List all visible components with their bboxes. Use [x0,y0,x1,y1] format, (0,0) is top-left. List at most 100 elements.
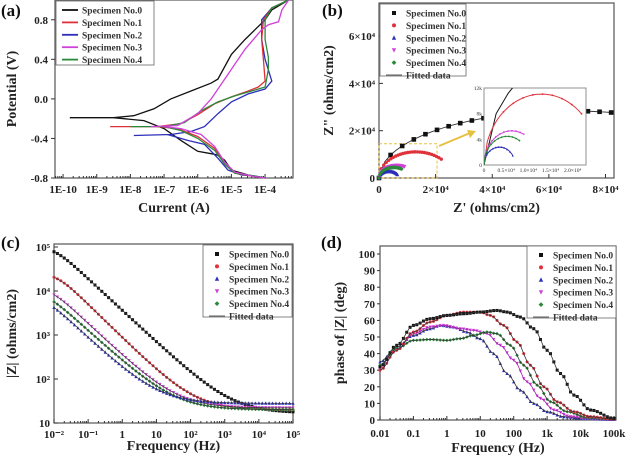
inset-point [510,130,513,132]
panel-label: (b) [322,1,343,20]
x-tick-label: 10⁵ [286,429,301,441]
zoom-arrow [438,132,471,147]
legend-marker [539,265,543,270]
inset-point [506,148,509,151]
x-tick-label: 1E-9 [86,184,109,196]
legend-label: Specimen No.3 [406,47,466,57]
x-tick-label: 1k [541,428,554,440]
panel-label: (c) [1,233,20,252]
inset-point [580,112,583,115]
legend-marker [538,277,544,282]
x-tick-label: 1E-10 [49,184,77,196]
y-tick-label: 60 [364,315,376,327]
x-tick-label: 10⁴ [252,429,267,441]
data-point [481,115,486,121]
anodic-curve [150,0,290,128]
inset-point [493,139,496,143]
plot-frame [378,2,615,179]
x-tick-label: 10² [183,429,198,441]
inset-x-tick-label: 1.0×10⁴ [520,168,537,174]
data-point [399,166,404,172]
y-tick-label: 10 [39,418,51,430]
x-tick-label: 8×10⁴ [592,184,619,196]
inset-point [490,143,493,146]
legend-label: Specimen No.4 [82,56,142,66]
inset-point [500,136,503,139]
cathodic-curve [163,125,266,179]
y-tick-label: 10 [364,398,376,410]
data-point [410,150,415,154]
data-point [423,131,428,137]
data-point [376,175,382,181]
y-tick-label: 10³ [36,330,51,342]
y-tick-label: 10² [36,374,51,386]
fit-line [379,309,615,419]
inset-point [551,94,554,97]
x-axis-label: Current (A) [138,201,210,216]
legend-marker [392,23,396,28]
inset-point [531,94,534,96]
y-tick-label: 10⁵ [36,242,51,254]
inset-frame [483,87,587,166]
y-tick-label: 30 [364,365,376,377]
legend-marker [539,253,543,257]
y-tick-label: 0 [370,415,376,427]
data-point [439,157,443,161]
y-tick-label: 10⁴ [36,286,51,298]
data-point [585,108,591,114]
legend-marker [215,264,219,269]
x-tick-label: 1 [120,429,126,441]
legend-marker [538,290,544,295]
legend-label: Specimen No.2 [82,31,142,41]
y-tick-label: 80 [364,282,376,294]
inset-y-tick-label: 12k [474,86,483,92]
legend-label: Specimen No.0 [229,251,289,261]
data-point [52,250,56,254]
y-tick-label: 20 [364,382,376,394]
x-tick-label: 10k [572,428,590,440]
x-tick-label: 4×10⁴ [479,184,506,196]
panel-d: 0.01 0.1 1 10 100 1k 10k 100k 0 10 20 30 40 50 60 70 80 9… [321,233,626,456]
y-axis-label: Z" (ohms/cm2) [322,45,337,136]
inset-y-tick-label: 0 [479,163,482,169]
inset-point [514,130,517,133]
inset-point [491,147,494,150]
anodic-curve [133,0,289,137]
x-tick-label: 1 [444,428,450,440]
inset-point [522,133,525,136]
y-axis-label: Potential (V) [5,50,20,127]
x-axis-label: Z' (ohms/cm2) [453,201,540,216]
x-tick-label: 1E-8 [119,184,142,196]
inset-point [556,45,558,47]
legend-label: Specimen No.1 [553,264,613,274]
y-tick-label: -0.8 [31,173,49,185]
inset-point [486,148,489,151]
x-tick-label: 6×10⁴ [536,184,563,196]
x-tick-label: 1E-7 [153,184,176,196]
inset-point [518,139,521,142]
x-tick-label: 10³ [218,429,233,441]
inset-point [504,135,507,138]
y-tick-label: 50 [364,332,376,344]
legend-label: Specimen No.0 [406,10,466,20]
y-tick-label: 100 [359,249,376,261]
x-tick-label: 1E-5 [220,184,243,196]
inset-point [561,97,563,100]
data-point [402,165,407,169]
legend-label: Fitted data [229,313,274,323]
legend-label: Specimen No.4 [553,301,613,311]
legend-label: Specimen No.2 [553,276,613,286]
legend-marker [392,11,396,15]
inset-x-tick-label: 0.5×10⁴ [497,168,514,174]
legend-label: Specimen No.2 [229,275,289,285]
data-point [382,163,386,167]
inset-point [508,150,511,153]
data-point [434,127,440,133]
x-tick-label: 2×10⁴ [423,184,450,196]
x-axis-label: Frequency (Hz) [451,441,545,456]
data-point [399,143,405,149]
legend-label: Fitted data [553,314,598,324]
inset-point [503,146,506,149]
inset-point [506,130,509,133]
